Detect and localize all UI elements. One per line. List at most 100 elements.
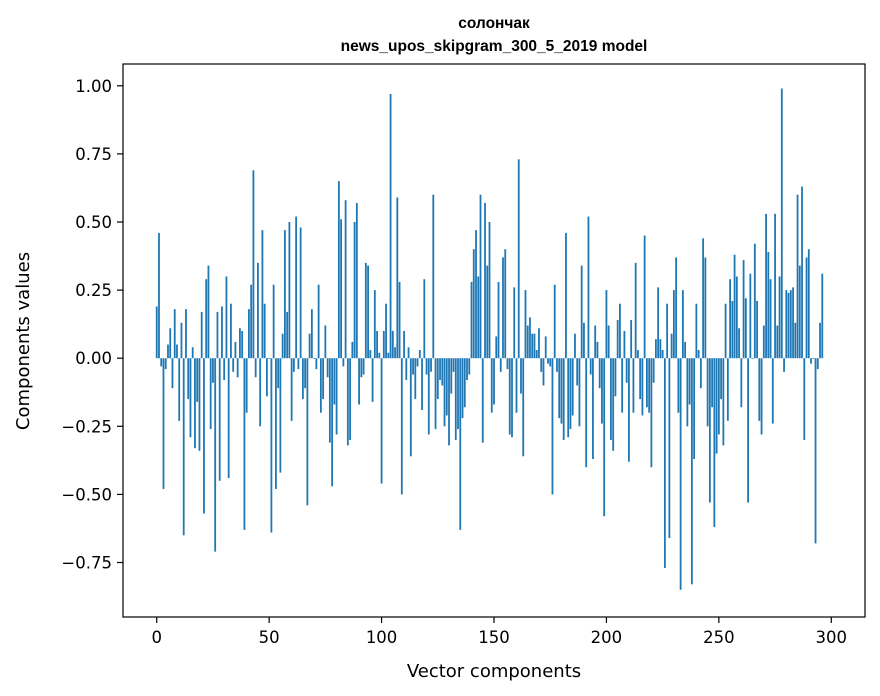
bar — [173, 309, 176, 359]
bar — [508, 358, 511, 435]
bar — [407, 347, 410, 359]
bar — [812, 358, 815, 360]
bar — [380, 358, 383, 484]
bar — [720, 358, 722, 400]
bar — [376, 330, 378, 359]
bar — [477, 276, 480, 359]
bar — [207, 265, 210, 359]
bar — [821, 273, 824, 359]
bar — [774, 213, 776, 359]
bar — [427, 358, 430, 435]
bar — [371, 358, 374, 402]
bar — [686, 358, 689, 427]
bar — [277, 358, 280, 389]
bar — [439, 358, 441, 380]
bar — [571, 358, 574, 416]
bar — [295, 216, 298, 359]
bar — [412, 358, 414, 375]
bar — [666, 303, 669, 359]
bar — [162, 358, 165, 489]
bar — [270, 358, 273, 533]
bar — [286, 311, 289, 359]
bar — [502, 257, 504, 359]
x-tick-label: 0 — [151, 628, 162, 647]
bar — [448, 358, 450, 446]
bar — [239, 328, 241, 359]
bar — [493, 358, 495, 405]
bar — [355, 202, 358, 359]
bar — [198, 358, 201, 451]
bar — [816, 358, 819, 370]
bar — [789, 290, 792, 359]
bar — [234, 341, 237, 359]
bar — [630, 320, 633, 359]
bar — [342, 358, 345, 367]
bar — [279, 358, 282, 473]
bar — [418, 350, 421, 359]
bar — [180, 322, 183, 359]
bar — [747, 358, 749, 503]
bar — [461, 358, 464, 419]
bar — [634, 262, 637, 359]
bar — [313, 358, 316, 360]
bar — [724, 303, 727, 359]
bar — [576, 358, 579, 386]
bar — [805, 257, 808, 359]
bar — [488, 222, 491, 359]
bar — [569, 358, 572, 430]
bar — [297, 358, 300, 370]
bar — [722, 358, 725, 446]
bar — [203, 358, 205, 514]
bar-series — [155, 88, 824, 590]
bar — [661, 350, 664, 359]
bar — [232, 358, 235, 372]
bar — [167, 344, 169, 359]
bar — [504, 249, 507, 359]
bar — [200, 311, 203, 359]
bar — [245, 358, 248, 413]
bar — [740, 358, 743, 408]
bar — [450, 358, 453, 394]
bar — [729, 279, 731, 359]
bar — [261, 230, 264, 359]
bar — [558, 358, 561, 419]
bar — [275, 358, 277, 489]
bar — [187, 358, 190, 400]
bar — [364, 262, 367, 359]
bar — [767, 251, 770, 359]
chart-subtitle: news_upos_skipgram_300_5_2019 model — [341, 38, 648, 55]
x-tick-label: 150 — [478, 628, 510, 647]
bar — [601, 358, 603, 424]
bar — [616, 320, 619, 359]
x-axis-label: Vector components — [407, 661, 581, 682]
bar — [443, 358, 446, 427]
bar — [430, 358, 432, 372]
bar — [164, 358, 167, 370]
y-axis-label: Components values — [13, 252, 34, 430]
bar — [511, 358, 513, 438]
bar — [241, 330, 244, 359]
bar — [266, 358, 268, 397]
bar — [672, 290, 675, 359]
bar — [567, 358, 570, 438]
bar — [310, 309, 313, 359]
bar — [517, 159, 520, 359]
bar — [223, 358, 226, 380]
bar — [373, 290, 376, 359]
bar — [578, 358, 581, 427]
bar — [810, 358, 812, 364]
bar — [529, 317, 531, 359]
bar — [585, 358, 588, 468]
bar — [639, 358, 642, 400]
bar — [598, 358, 601, 389]
bar — [441, 358, 444, 386]
bar — [652, 358, 655, 383]
bar — [169, 328, 172, 359]
bar — [538, 328, 540, 359]
bar — [468, 358, 471, 375]
bar — [432, 194, 435, 359]
bar — [259, 358, 262, 427]
bar — [612, 358, 615, 451]
bar — [749, 273, 752, 359]
bar — [778, 276, 781, 359]
